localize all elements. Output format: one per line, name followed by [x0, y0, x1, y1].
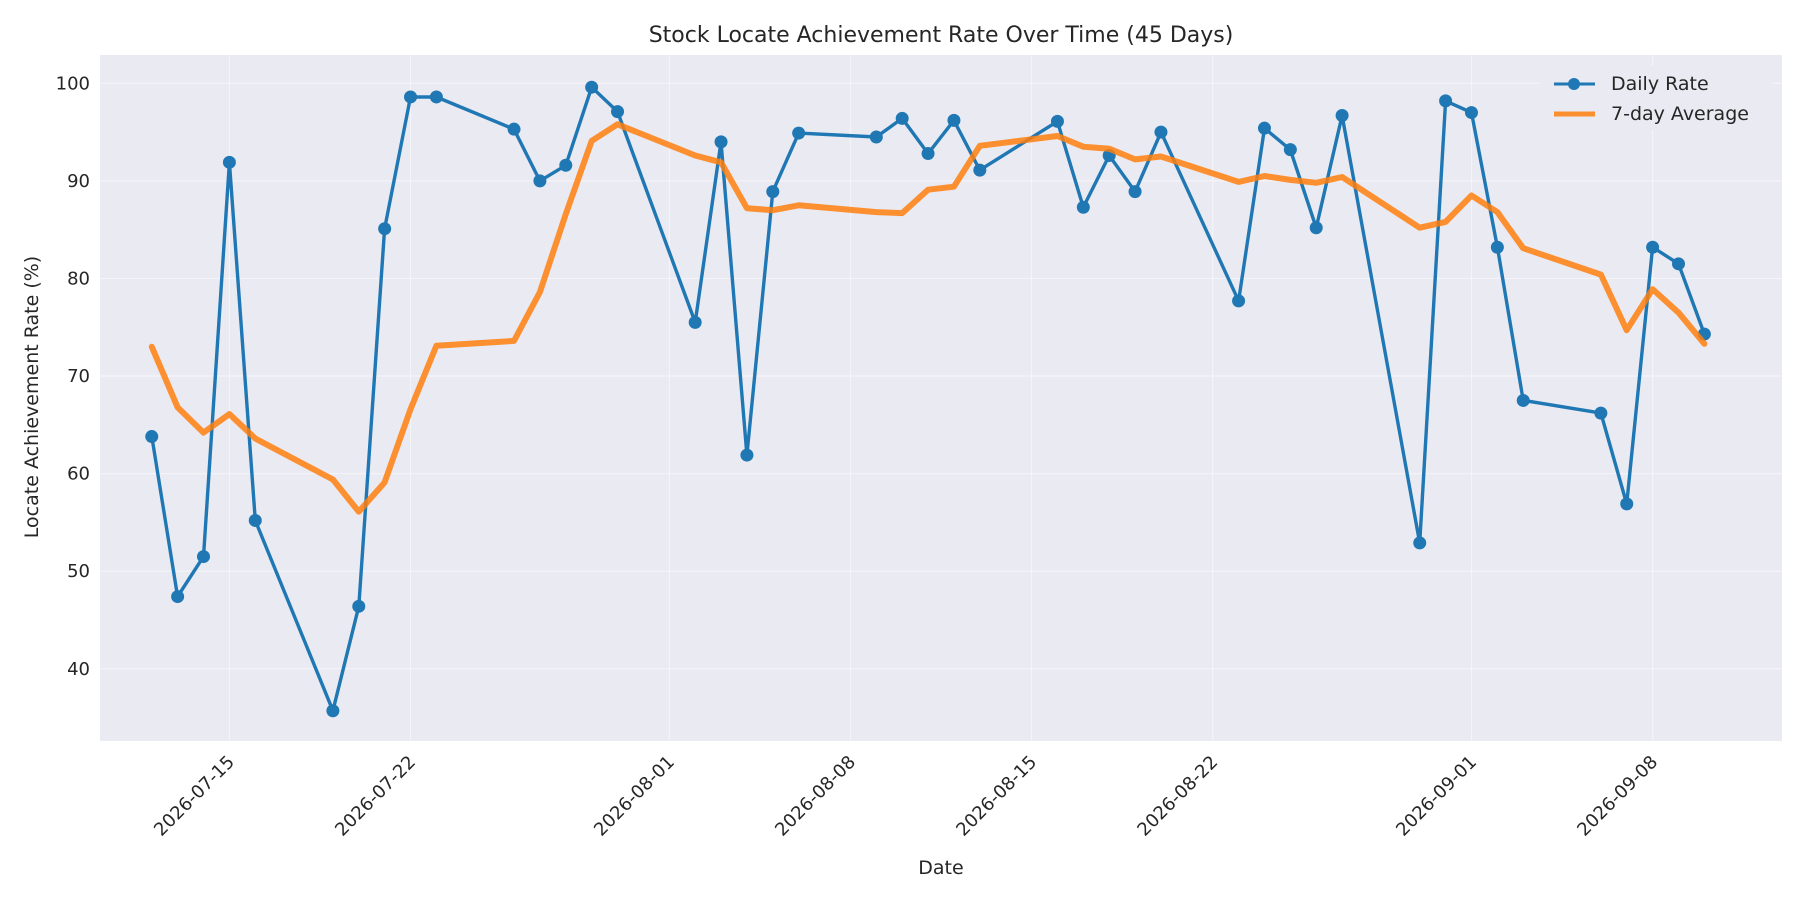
y-tick-label: 70 — [67, 366, 90, 387]
y-tick-label: 60 — [67, 464, 90, 485]
y-tick-label: 40 — [67, 659, 90, 680]
data-point-daily-rate — [1464, 106, 1478, 120]
x-axis-label: Date — [918, 857, 963, 879]
data-point-daily-rate — [869, 130, 883, 144]
y-tick-label: 80 — [67, 268, 90, 289]
series-line-7-day-average — [148, 121, 1708, 515]
data-point-daily-rate — [1309, 221, 1323, 235]
plot-area — [100, 55, 1782, 741]
data-point-daily-rate — [1646, 240, 1660, 254]
data-point-daily-rate — [378, 222, 392, 236]
data-point-daily-rate — [1620, 497, 1634, 511]
data-point-daily-rate — [248, 513, 262, 527]
data-point-daily-rate — [1335, 109, 1349, 123]
data-point-daily-rate — [1050, 114, 1064, 128]
data-point-daily-rate — [973, 163, 987, 177]
data-point-daily-rate — [171, 590, 185, 604]
data-point-daily-rate — [429, 90, 443, 104]
y-tick-label: 100 — [56, 73, 90, 94]
data-point-daily-rate — [507, 122, 521, 136]
data-point-daily-rate — [1490, 240, 1504, 254]
legend-marker-daily-rate — [1568, 78, 1580, 90]
x-tick-label: 2026-08-22 — [1133, 752, 1222, 841]
data-point-daily-rate — [1671, 257, 1685, 271]
data-point-daily-rate — [1232, 294, 1246, 308]
data-point-daily-rate — [792, 126, 806, 140]
data-point-daily-rate — [1594, 406, 1608, 420]
data-point-daily-rate — [740, 448, 754, 462]
data-point-daily-rate — [1128, 185, 1142, 199]
legend: Daily Rate 7-day Average — [1540, 66, 1772, 130]
data-point-daily-rate — [921, 147, 935, 161]
y-axis-label: Locate Achievement Rate (%) — [21, 256, 43, 538]
data-point-daily-rate — [766, 185, 780, 199]
data-point-daily-rate — [688, 315, 702, 329]
legend-box — [1540, 66, 1772, 130]
data-point-daily-rate — [197, 550, 211, 564]
x-tick-label: 2026-08-15 — [952, 752, 1041, 841]
data-point-daily-rate — [895, 111, 909, 125]
x-tick-label: 2026-07-22 — [331, 752, 420, 841]
data-point-daily-rate — [1257, 121, 1271, 135]
legend-label-7-day-average: 7-day Average — [1611, 103, 1749, 125]
data-point-daily-rate — [1516, 393, 1530, 407]
data-point-daily-rate — [1076, 200, 1090, 214]
x-tick-label: 2026-08-01 — [590, 752, 679, 841]
x-tick-label: 2026-07-15 — [150, 752, 239, 841]
data-point-daily-rate — [1413, 536, 1427, 550]
data-point-daily-rate — [559, 158, 573, 172]
data-point-daily-rate — [1283, 143, 1297, 157]
data-point-daily-rate — [1439, 94, 1453, 108]
series-layer — [145, 80, 1711, 718]
y-tick-label: 90 — [67, 171, 90, 192]
data-point-daily-rate — [947, 113, 961, 127]
x-tick-label: 2026-08-08 — [771, 752, 860, 841]
data-point-daily-rate — [1154, 125, 1168, 139]
data-point-daily-rate — [611, 105, 625, 119]
chart-title: Stock Locate Achievement Rate Over Time … — [649, 23, 1234, 48]
data-point-daily-rate — [585, 80, 599, 94]
data-point-daily-rate — [533, 174, 547, 188]
x-tick-label: 2026-09-01 — [1392, 752, 1481, 841]
data-point-daily-rate — [404, 90, 418, 104]
x-tick-label: 2026-09-08 — [1573, 752, 1662, 841]
data-point-daily-rate — [145, 430, 159, 444]
data-point-daily-rate — [714, 135, 728, 149]
data-point-daily-rate — [352, 599, 366, 613]
legend-label-daily-rate: Daily Rate — [1611, 73, 1709, 95]
y-tick-label: 50 — [67, 561, 90, 582]
data-point-daily-rate — [222, 155, 236, 169]
data-point-daily-rate — [326, 704, 340, 718]
